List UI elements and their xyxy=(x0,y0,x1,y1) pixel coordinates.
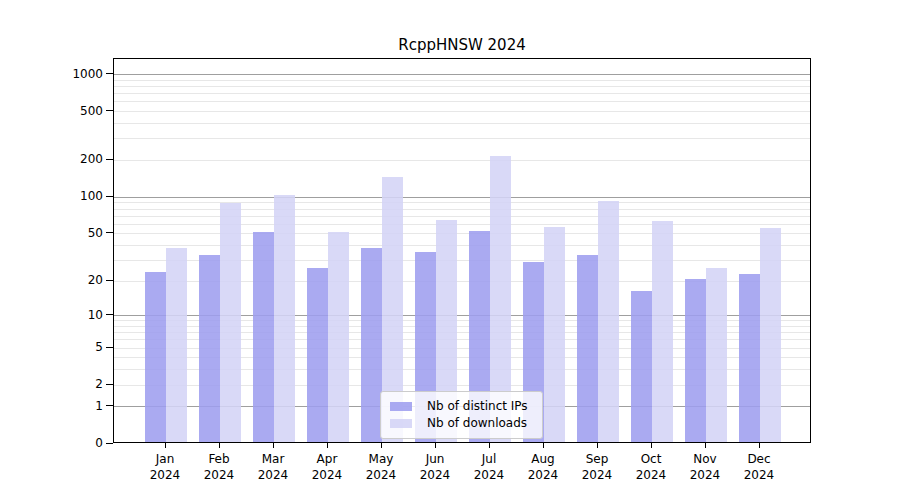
figure: RcppHNSW 2024 01251020501002005001000 Ja… xyxy=(0,0,900,500)
y-tick-label: 200 xyxy=(18,152,103,166)
y-tick-label: 5 xyxy=(18,340,103,354)
legend-swatch-distinct-ips xyxy=(390,402,412,411)
gridline xyxy=(114,93,810,94)
y-tick-label: 50 xyxy=(18,226,103,240)
y-tick-label: 2 xyxy=(18,377,103,391)
bar-distinct-ips-nov xyxy=(685,279,706,442)
gridline xyxy=(114,74,810,75)
gridline xyxy=(114,123,810,124)
gridline xyxy=(114,111,810,112)
gridline xyxy=(114,160,810,161)
gridline xyxy=(114,138,810,139)
y-tick-label: 100 xyxy=(18,189,103,203)
y-tick-label: 0 xyxy=(18,436,103,450)
bar-distinct-ips-mar xyxy=(253,232,274,442)
x-tick-month: Dec xyxy=(727,451,791,467)
bar-downloads-apr xyxy=(328,232,349,442)
bar-distinct-ips-feb xyxy=(199,255,220,442)
legend: Nb of distinct IPs Nb of downloads xyxy=(380,391,543,439)
y-tick-mark xyxy=(106,110,113,111)
bar-downloads-aug xyxy=(544,227,565,442)
gridline xyxy=(114,86,810,87)
x-tick-mark xyxy=(219,443,220,448)
y-tick-mark xyxy=(106,159,113,160)
bar-downloads-mar xyxy=(274,195,295,442)
gridline xyxy=(114,233,810,234)
legend-item: Nb of downloads xyxy=(390,415,533,431)
bar-distinct-ips-jan xyxy=(145,272,166,442)
gridline xyxy=(114,224,810,225)
x-tick-mark xyxy=(759,443,760,448)
x-tick-mark xyxy=(597,443,598,448)
gridline xyxy=(114,216,810,217)
x-tick-label-dec: Dec2024 xyxy=(727,451,791,483)
x-tick-year: 2024 xyxy=(727,467,791,483)
y-tick-label: 1 xyxy=(18,399,103,413)
bar-distinct-ips-apr xyxy=(307,268,328,442)
bar-downloads-jan xyxy=(166,248,187,442)
y-tick-label: 1000 xyxy=(18,67,103,81)
legend-item: Nb of distinct IPs xyxy=(390,398,533,414)
y-tick-mark xyxy=(106,384,113,385)
gridline xyxy=(114,202,810,203)
x-tick-mark xyxy=(273,443,274,448)
bar-downloads-feb xyxy=(220,203,241,442)
bar-downloads-dec xyxy=(760,228,781,442)
gridline xyxy=(114,197,810,198)
bar-distinct-ips-may xyxy=(361,248,382,442)
x-tick-mark xyxy=(165,443,166,448)
x-tick-mark xyxy=(381,443,382,448)
y-tick-mark xyxy=(106,347,113,348)
gridline xyxy=(114,101,810,102)
bar-distinct-ips-dec xyxy=(739,274,760,442)
y-tick-mark xyxy=(106,405,113,406)
x-tick-mark xyxy=(543,443,544,448)
x-tick-mark xyxy=(651,443,652,448)
bar-distinct-ips-sep xyxy=(577,255,598,442)
y-tick-label: 20 xyxy=(18,273,103,287)
legend-label: Nb of downloads xyxy=(427,416,527,430)
plot-area xyxy=(113,58,811,443)
bar-distinct-ips-oct xyxy=(631,291,652,442)
x-tick-mark xyxy=(489,443,490,448)
x-tick-mark xyxy=(435,443,436,448)
legend-label: Nb of distinct IPs xyxy=(427,399,528,413)
y-tick-mark xyxy=(106,232,113,233)
bar-downloads-nov xyxy=(706,268,727,442)
bar-downloads-oct xyxy=(652,221,673,442)
chart-title: RcppHNSW 2024 xyxy=(113,36,811,54)
gridline xyxy=(114,245,810,246)
y-tick-mark xyxy=(106,314,113,315)
gridline xyxy=(114,80,810,81)
y-tick-label: 10 xyxy=(18,308,103,322)
x-tick-mark xyxy=(705,443,706,448)
y-tick-mark xyxy=(106,280,113,281)
y-tick-label: 500 xyxy=(18,104,103,118)
y-tick-mark xyxy=(106,73,113,74)
legend-swatch-downloads xyxy=(390,419,412,428)
gridline xyxy=(114,209,810,210)
y-tick-mark xyxy=(106,196,113,197)
x-tick-mark xyxy=(327,443,328,448)
y-tick-mark xyxy=(106,443,113,444)
bar-downloads-sep xyxy=(598,201,619,442)
